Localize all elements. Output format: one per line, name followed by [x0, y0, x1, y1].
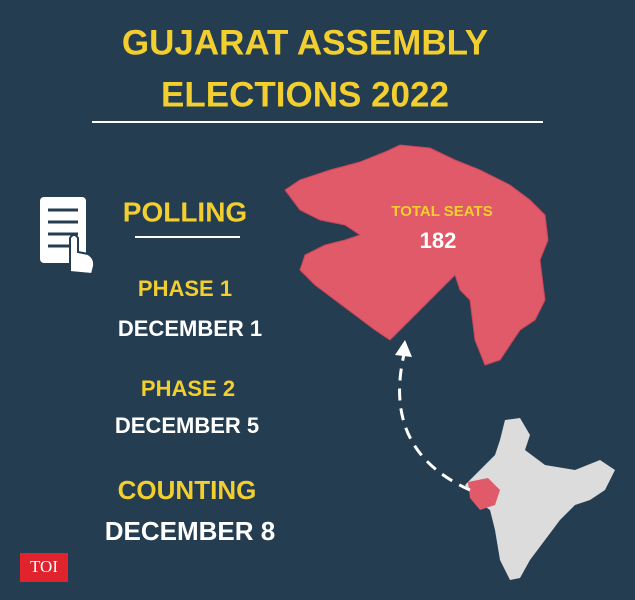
polling-heading: POLLING — [123, 196, 247, 227]
phase-date: DECEMBER 5 — [115, 413, 259, 438]
phase-label: PHASE 2 — [141, 376, 235, 401]
title-line: GUJARAT ASSEMBLY — [122, 23, 488, 62]
arrow-path — [398, 349, 471, 492]
seats-label: TOTAL SEATS — [391, 203, 492, 220]
title-line: ELECTIONS 2022 — [161, 75, 449, 114]
arrow-head — [395, 340, 412, 357]
icon-hand — [69, 234, 96, 276]
ballot-icon — [40, 197, 96, 276]
india-gujarat-highlight — [468, 478, 500, 510]
counting-label: COUNTING — [118, 475, 257, 505]
phase-date: DECEMBER 1 — [118, 316, 262, 341]
counting-date: DECEMBER 8 — [105, 516, 275, 546]
india-map — [465, 418, 615, 580]
phase-label: PHASE 1 — [138, 276, 232, 301]
gujarat-map — [284, 144, 549, 366]
seats-value: 182 — [420, 228, 457, 253]
logo-box — [20, 553, 68, 582]
logo-text: TOI — [30, 557, 58, 576]
